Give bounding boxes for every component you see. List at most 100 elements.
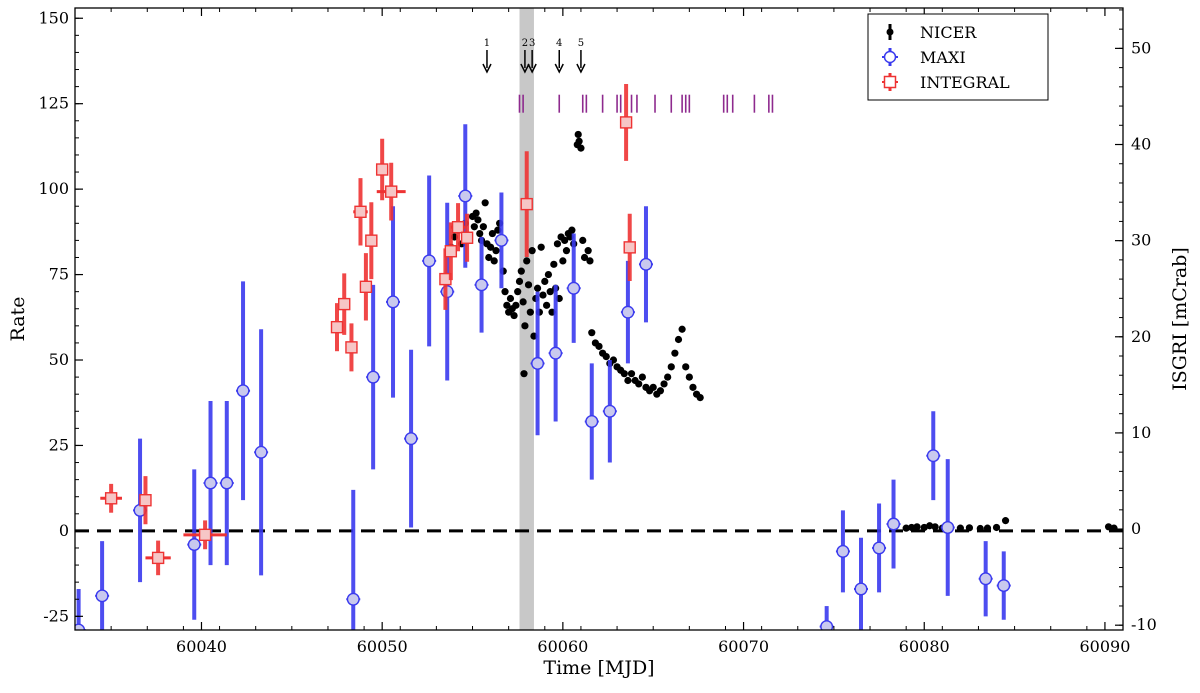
legend-marker xyxy=(886,28,894,36)
integral-point xyxy=(520,197,533,211)
maxi-point xyxy=(458,189,472,203)
y-left-tick-label: 25 xyxy=(49,435,69,454)
nicer-point xyxy=(660,380,668,388)
nicer-point xyxy=(577,144,585,152)
maxi-point xyxy=(887,517,901,531)
arrow-head xyxy=(527,63,537,74)
nicer-point xyxy=(664,373,672,381)
y-right-tick-label: -10 xyxy=(1131,615,1157,634)
y-left-tick-label: 100 xyxy=(38,179,69,198)
legend-label: NICER xyxy=(920,23,977,42)
nicer-point xyxy=(474,216,482,224)
maxi-point xyxy=(366,370,380,384)
integral-point xyxy=(444,245,458,258)
maxi-point xyxy=(475,278,489,292)
legend-label: INTEGRAL xyxy=(920,73,1010,92)
integral-point xyxy=(345,341,358,354)
integral-point xyxy=(139,494,152,507)
nicer-point xyxy=(1104,523,1113,531)
nicer-point xyxy=(488,229,496,238)
maxi-point xyxy=(854,582,868,596)
integral-point xyxy=(451,220,465,234)
nicer-point xyxy=(512,301,520,309)
nicer-point xyxy=(620,370,628,378)
nicer-point xyxy=(561,236,569,244)
nicer-point xyxy=(539,291,547,299)
y-left-tick-label: 50 xyxy=(49,350,69,369)
integral-point xyxy=(385,185,398,198)
nicer-point xyxy=(575,137,583,145)
shaded-band xyxy=(519,8,534,630)
nicer-point xyxy=(976,524,984,533)
y-left-tick-label: -25 xyxy=(43,606,69,625)
nicer-point xyxy=(541,277,549,286)
nicer-point xyxy=(519,298,527,306)
legend-marker xyxy=(883,50,897,64)
integral-point xyxy=(104,492,118,505)
legend-marker xyxy=(883,75,897,89)
y-right-tick-label: 0 xyxy=(1131,519,1141,538)
y-left-tick-label: 75 xyxy=(49,265,69,284)
maxi-point xyxy=(187,538,201,552)
nicer-point xyxy=(965,524,974,532)
y-left-tick-label: 0 xyxy=(59,521,69,540)
maxi-point xyxy=(979,572,993,586)
nicer-point xyxy=(523,257,531,265)
nicer-point xyxy=(506,294,515,303)
nicer-point xyxy=(533,284,542,292)
nicer-point xyxy=(559,257,567,265)
nicer-point xyxy=(983,524,992,532)
nicer-point xyxy=(574,130,582,139)
y-right-tick-label: 50 xyxy=(1131,38,1151,57)
nicer-point xyxy=(520,370,528,378)
plot-frame xyxy=(74,7,1124,631)
nicer-point xyxy=(689,383,697,391)
nicer-point xyxy=(920,523,928,532)
x-tick-label: 60050 xyxy=(357,637,408,656)
maxi-point xyxy=(639,257,653,271)
legend: NICER MAXI INTEGRAL xyxy=(867,13,1049,101)
nicer-point xyxy=(479,223,487,231)
nicer-point xyxy=(674,335,683,344)
nicer-point xyxy=(544,270,553,279)
nicer-point xyxy=(635,380,643,388)
y-right-tick-label: 10 xyxy=(1131,423,1151,442)
series-maxi xyxy=(75,124,1011,630)
nicer-point xyxy=(992,523,1001,532)
arrow-head xyxy=(482,63,492,74)
nicer-point xyxy=(568,226,576,234)
nicer-point xyxy=(485,253,493,262)
nicer-point xyxy=(907,523,916,532)
maxi-point xyxy=(621,305,635,319)
nicer-point xyxy=(1001,517,1010,525)
maxi-point xyxy=(872,541,886,555)
series-nicer xyxy=(447,130,1118,533)
nicer-point xyxy=(685,373,693,381)
x-tick-label: 60070 xyxy=(718,637,769,656)
nicer-point xyxy=(627,370,636,378)
nicer-point xyxy=(678,325,686,333)
nicer-point xyxy=(481,199,489,207)
nicer-point xyxy=(526,308,534,316)
maxi-point xyxy=(236,384,250,398)
integral-point xyxy=(623,241,636,254)
integral-point xyxy=(338,297,351,311)
nicer-point xyxy=(580,253,589,262)
nicer-point xyxy=(486,243,495,251)
nicer-point xyxy=(696,394,704,402)
plot-area xyxy=(75,8,1123,630)
maxi-point xyxy=(422,254,436,268)
nicer-point xyxy=(543,301,551,309)
arrow-label: 3 xyxy=(529,38,535,49)
nicer-point xyxy=(490,257,498,265)
nicer-point xyxy=(528,247,536,255)
y-right-tick-label: 30 xyxy=(1131,231,1151,250)
maxi-point xyxy=(95,589,109,603)
x-tick-label: 60040 xyxy=(176,637,227,656)
y-left-tick-label: 125 xyxy=(38,94,69,113)
nicer-point xyxy=(1110,524,1118,532)
nicer-point xyxy=(638,373,646,381)
nicer-point xyxy=(472,209,480,217)
maxi-point xyxy=(404,432,418,446)
